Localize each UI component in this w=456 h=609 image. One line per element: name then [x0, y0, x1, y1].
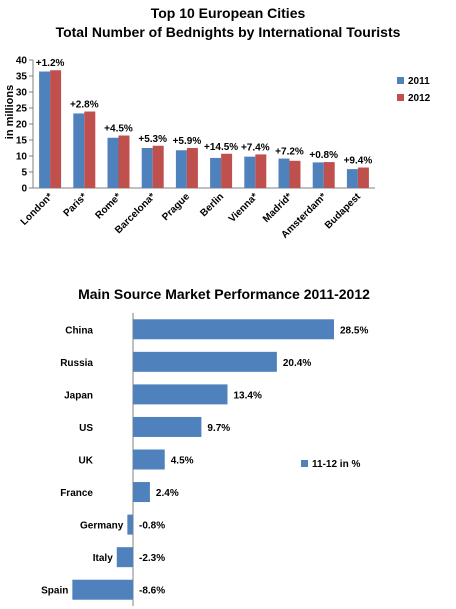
bar-2012: [357, 167, 369, 188]
value-label: -2.3%: [139, 553, 165, 564]
bar-2012: [152, 145, 164, 188]
bar-2012: [118, 135, 130, 188]
change-label: +0.8%: [309, 150, 338, 161]
legend-label: 2012: [408, 93, 431, 104]
y-tick-label: 30: [16, 88, 28, 99]
change-label: +4.5%: [104, 124, 133, 135]
change-label: +2.8%: [70, 100, 99, 111]
y-tick-label: 10: [16, 152, 28, 163]
y-tick-label: 20: [16, 120, 28, 131]
value-label: 9.7%: [207, 423, 230, 434]
y-tick-label: 25: [16, 104, 28, 115]
category-label: France: [60, 488, 93, 499]
category-label: UK: [79, 456, 94, 467]
bar-2011: [210, 157, 222, 188]
bar: [127, 514, 133, 535]
y-tick-label: 40: [16, 56, 28, 67]
bar: [133, 416, 202, 437]
bar-2011: [107, 137, 119, 188]
legend-swatch: [397, 77, 404, 84]
category-label: Germany: [80, 521, 124, 532]
category-label: Italy: [93, 553, 113, 564]
y-tick-label: 5: [21, 168, 27, 179]
bar: [72, 579, 133, 600]
x-tick-label: Berlin: [198, 191, 226, 219]
y-tick-label: 0: [21, 184, 27, 195]
bar-2012: [323, 162, 335, 188]
legend-label: 11-12 in %: [312, 459, 360, 470]
x-tick-label: London*: [19, 191, 56, 228]
chart1-subtitle: Total Number of Bednights by Internation…: [56, 24, 401, 40]
chart1-title: Top 10 European Cities: [151, 5, 306, 21]
bar: [133, 351, 277, 372]
bar-2012: [221, 153, 233, 188]
value-label: 28.5%: [340, 325, 368, 336]
x-tick-label: Paris*: [62, 191, 90, 219]
bar: [133, 319, 334, 340]
bar-2011: [73, 113, 85, 188]
change-label: +5.3%: [138, 134, 167, 145]
bar: [133, 482, 150, 503]
bar: [133, 384, 228, 405]
bar: [116, 547, 133, 568]
change-label: +1.2%: [36, 58, 65, 69]
value-label: 4.5%: [171, 456, 194, 467]
value-label: 2.4%: [156, 488, 179, 499]
bar-2011: [312, 162, 324, 188]
value-label: 13.4%: [234, 390, 262, 401]
change-label: +14.5%: [204, 142, 238, 153]
bar-2011: [141, 148, 153, 188]
change-label: +7.4%: [241, 142, 270, 153]
value-label: 20.4%: [283, 358, 311, 369]
bar: [133, 449, 165, 470]
value-label: -8.6%: [139, 586, 165, 597]
chart2-title: Main Source Market Performance 2011-2012: [78, 286, 370, 302]
bar-2012: [255, 154, 267, 188]
category-label: Japan: [64, 390, 93, 401]
change-label: +9.4%: [344, 156, 373, 167]
bar-2012: [50, 70, 62, 188]
change-label: +7.2%: [275, 147, 304, 158]
y-tick-label: 15: [16, 136, 28, 147]
bar-2012: [84, 111, 96, 188]
chart2-plot: 28.5% China 20.4% Russia 13.4% Japan 9.7% US 4.5…: [41, 313, 368, 606]
bar-2012: [289, 160, 301, 188]
category-label: Spain: [41, 586, 68, 597]
category-label: China: [65, 325, 93, 336]
category-label: Russia: [60, 358, 93, 369]
bar-2012: [186, 148, 198, 188]
chart1-ylabel: in millions: [4, 85, 16, 139]
bar-2011: [278, 158, 290, 188]
x-tick-label: Madrid*: [261, 191, 295, 225]
bar-2011: [346, 169, 358, 188]
change-label: +5.9%: [173, 136, 202, 147]
x-tick-label: Vienna*: [227, 191, 261, 225]
y-tick-label: 35: [16, 72, 28, 83]
bar-2011: [39, 71, 51, 188]
category-label: US: [79, 423, 93, 434]
bar-2011: [175, 150, 187, 188]
bar-2011: [244, 156, 256, 188]
legend-swatch: [397, 94, 404, 101]
legend-swatch: [301, 460, 308, 467]
x-tick-label: Prague: [160, 191, 192, 223]
legend-label: 2011: [408, 76, 430, 87]
x-tick-label: Budapest: [323, 191, 363, 231]
chart1-plot: 0 5 10 15 20 25 30 35 40 +1.2% London* +2.8% Paris* +…: [16, 56, 431, 241]
x-tick-label: Rome*: [93, 191, 123, 221]
value-label: -0.8%: [139, 521, 165, 532]
